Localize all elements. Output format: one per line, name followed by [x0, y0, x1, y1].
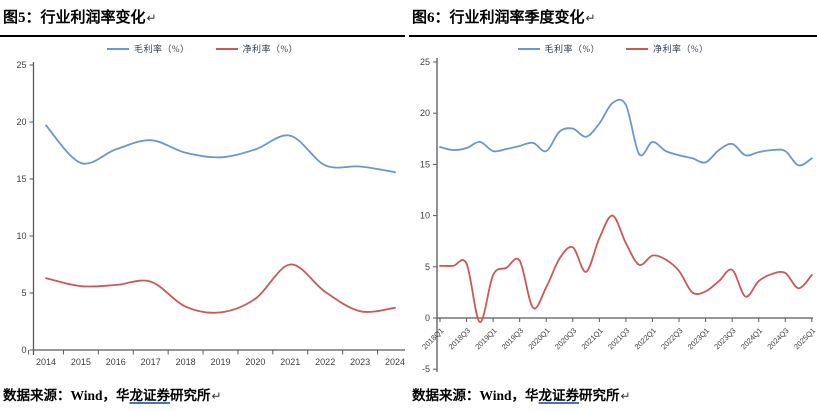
y-tick-label: 25 [420, 57, 430, 67]
y-tick-label: 0 [425, 313, 430, 323]
net-margin-line [439, 214, 813, 324]
figure6-source: 数据来源：Wind，华龙证券研究所↵ [412, 384, 631, 404]
x-tick-label: 2018Q3 [447, 326, 472, 351]
x-tick-label: 2018 [176, 357, 196, 367]
figure5-chart: 0 5 10 15 20 25 2014 2015 2016 2017 2018 2019 2020 20… [16, 60, 405, 367]
figure5-title-text: 图5：行业利润率变化 [3, 10, 146, 26]
x-tick-label: 2014 [36, 357, 56, 367]
x-tick-label: 2021Q1 [580, 326, 605, 351]
y-tick-label: 20 [420, 108, 430, 118]
figure5-legend: 毛利率（%） 净利率（%） [0, 42, 405, 55]
y-tick-label: 20 [16, 117, 26, 127]
y-tick-label: 10 [16, 231, 26, 241]
source-text: 研究所 [170, 388, 211, 403]
x-tick-label: 2017 [141, 357, 161, 367]
x-tick-label: 2022Q3 [659, 326, 684, 351]
gross-margin-swatch-icon [107, 47, 129, 50]
x-tick-label: 2021Q3 [606, 326, 631, 351]
x-tick-label: 2024Q1 [739, 326, 764, 351]
source-underlined-text: 龙证券 [538, 388, 580, 403]
figure6-title-text: 图6：行业利润率季度变化 [412, 10, 585, 26]
figure5-title: 图5：行业利润率变化↵ [3, 6, 157, 27]
y-tick-label: 0 [21, 345, 26, 355]
net-margin-swatch-icon [215, 47, 238, 50]
return-mark-icon: ↵ [146, 11, 157, 25]
x-tick-label: 2024 [385, 357, 405, 367]
return-mark-icon: ↵ [585, 11, 596, 25]
x-tick-label: 2020 [245, 357, 265, 367]
figure6-panel: 图6：行业利润率季度变化↵ -5 0 5 10 15 20 25 2018Q1 2018Q3 20… [409, 0, 817, 411]
x-tick-label: 2025Q1 [792, 326, 817, 351]
y-tick-label: 15 [420, 159, 430, 169]
net-margin-swatch-icon [626, 47, 648, 50]
x-tick-label: 2023Q3 [712, 326, 737, 351]
net-margin-line [45, 263, 396, 314]
legend-label: 净利率（%） [653, 44, 709, 54]
y-tick-label: -5 [422, 364, 430, 374]
x-tick-label: 2019Q3 [500, 326, 525, 351]
legend-label: 毛利率（%） [134, 44, 190, 54]
source-text: 数据来源：Wind，华 [3, 388, 130, 403]
x-tick-label: 2020Q1 [526, 326, 551, 351]
figure6-title-divider [409, 35, 817, 37]
y-tick-label: 25 [16, 60, 26, 70]
return-mark-icon: ↵ [211, 389, 222, 403]
figure5-source: 数据来源：Wind，华龙证券研究所↵ [3, 384, 222, 404]
gross-margin-swatch-icon [517, 47, 540, 50]
x-tick-label: 2015 [71, 357, 91, 367]
x-tick-label: 2020Q3 [553, 326, 578, 351]
figure5-panel: 图5：行业利润率变化↵ 0 5 10 15 20 25 2014 2015 2016 2017 20… [0, 0, 405, 411]
x-tick-label: 2021 [280, 357, 300, 367]
figure6-title: 图6：行业利润率季度变化↵ [412, 6, 596, 27]
legend-item-net-margin: 净利率（%） [215, 42, 299, 55]
y-tick-label: 5 [21, 288, 26, 298]
gross-margin-line [439, 98, 813, 167]
x-tick-label: 2024Q3 [765, 326, 790, 351]
source-text: 数据来源：Wind，华 [412, 388, 539, 403]
y-tick-label: 15 [16, 174, 26, 184]
figure6-legend: 毛利率（%） 净利率（%） [409, 42, 817, 55]
legend-item-gross-margin: 毛利率（%） [517, 42, 601, 55]
legend-item-gross-margin: 毛利率（%） [107, 42, 190, 55]
source-text: 研究所 [579, 388, 620, 403]
x-tick-label: 2022Q1 [633, 326, 658, 351]
x-tick-label: 2019Q1 [473, 326, 498, 351]
legend-label: 毛利率（%） [544, 44, 600, 54]
x-tick-label: 2016 [106, 357, 126, 367]
x-tick-label: 2019 [210, 357, 230, 367]
figure5-title-divider [0, 35, 405, 37]
x-tick-label: 2023Q1 [686, 326, 711, 351]
return-mark-icon: ↵ [620, 389, 631, 403]
gross-margin-line [45, 124, 396, 174]
legend-item-net-margin: 净利率（%） [626, 42, 709, 55]
y-tick-label: 5 [425, 262, 430, 272]
x-tick-label: 2022 [315, 357, 335, 367]
x-tick-label: 2018Q1 [420, 326, 445, 351]
y-tick-label: 10 [420, 211, 430, 221]
legend-label: 净利率（%） [242, 44, 298, 54]
x-tick-label: 2023 [350, 357, 370, 367]
source-underlined-text: 龙证券 [129, 388, 171, 403]
